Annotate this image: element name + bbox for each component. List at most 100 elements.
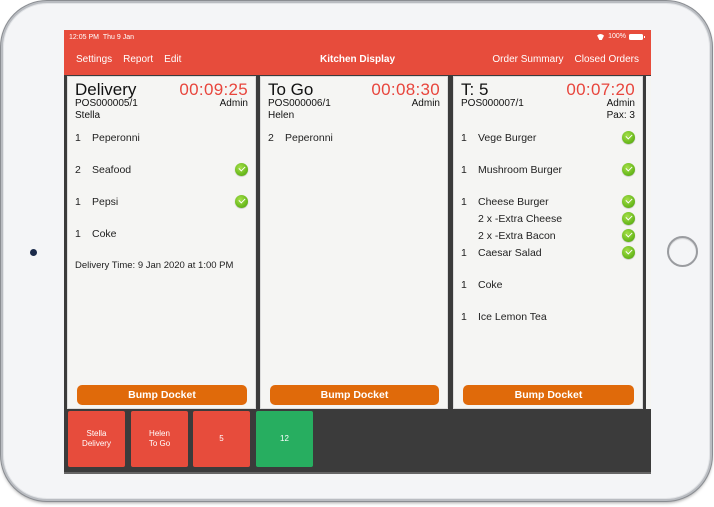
bump-docket-button[interactable]: Bump Docket: [463, 385, 634, 405]
nav-left: Settings Report Edit: [76, 54, 181, 65]
order-item[interactable]: 1 Ice Lemon Tea: [461, 311, 636, 325]
order-item[interactable]: 1 Peperonni: [75, 132, 249, 146]
item-name: Mushroom Burger: [478, 164, 563, 176]
order-staff: Admin: [219, 98, 248, 109]
order-timer: 00:08:30: [371, 80, 440, 99]
tab-line1: Helen: [149, 429, 170, 438]
bump-docket-button[interactable]: Bump Docket: [77, 385, 247, 405]
order-type: T: 5: [461, 80, 489, 99]
order-customer: Stella: [75, 110, 101, 121]
order-item[interactable]: 1 Coke: [461, 279, 636, 293]
tab-line2: To Go: [148, 439, 171, 448]
item-qty: 1: [461, 311, 467, 323]
item-name: Peperonni: [92, 132, 140, 144]
tab-line1: Stella: [86, 429, 107, 438]
order-item-modifier[interactable]: 2 x -Extra Bacon: [461, 229, 636, 244]
item-qty: 1: [75, 132, 81, 144]
battery-icon: [629, 33, 645, 40]
nav-bar: Settings Report Edit Kitchen Display Ord…: [64, 44, 651, 75]
order-tab-stella-delivery[interactable]: Stella Delivery: [68, 411, 125, 467]
item-name: Coke: [92, 228, 117, 240]
status-time-text: 12:05 PM: [69, 34, 99, 41]
order-card-table-5[interactable]: T: 5 00:07:20 POS000007/1 Admin Pax: 3 1…: [453, 76, 643, 409]
item-qty: 1: [461, 132, 467, 144]
order-timer: 00:07:20: [566, 80, 635, 99]
item-name: Caesar Salad: [478, 247, 542, 259]
order-card-header: T: 5 00:07:20 POS000007/1 Admin Pax: 3: [454, 77, 642, 125]
check-icon: [622, 163, 635, 176]
order-item[interactable]: 2 Peperonni: [268, 132, 441, 146]
order-number: POS000005/1: [75, 98, 138, 109]
item-name: 2 x -Extra Bacon: [478, 230, 556, 242]
order-type: Delivery: [75, 80, 137, 99]
order-card-to-go[interactable]: To Go 00:08:30 POS000006/1 Admin Helen 2…: [260, 76, 448, 409]
check-icon: [622, 195, 635, 208]
order-type: To Go: [268, 80, 314, 99]
item-name: Ice Lemon Tea: [478, 311, 547, 323]
bump-docket-button[interactable]: Bump Docket: [270, 385, 439, 405]
tab-line2: Delivery: [82, 439, 111, 448]
order-item[interactable]: 1 Vege Burger: [461, 131, 636, 146]
app-header: 12:05 PM Thu 9 Jan 100% Settings Report …: [64, 30, 651, 75]
item-name: Vege Burger: [478, 132, 537, 144]
status-date-text: Thu 9 Jan: [102, 34, 134, 41]
settings-link[interactable]: Settings: [76, 54, 113, 65]
order-item[interactable]: 1 Caesar Salad: [461, 246, 636, 261]
check-icon: [622, 212, 635, 225]
order-tabs: Stella Delivery Helen To Go 5 12: [64, 411, 651, 469]
item-qty: 1: [75, 228, 81, 240]
delivery-time-note: Delivery Time: 9 Jan 2020 at 1:00 PM: [75, 260, 234, 271]
camera-dot: [30, 249, 37, 256]
order-item[interactable]: 1 Cheese Burger: [461, 195, 636, 210]
order-staff: Admin: [606, 98, 635, 109]
item-name: 2 x -Extra Cheese: [478, 213, 563, 225]
battery-percent: 100%: [608, 33, 626, 40]
item-name: Peperonni: [285, 132, 333, 144]
order-tab-table-5[interactable]: 5: [193, 411, 250, 467]
home-button[interactable]: [667, 236, 698, 267]
next-order-card-edge[interactable]: [646, 76, 651, 409]
status-indicators: 100%: [596, 33, 645, 40]
report-link[interactable]: Report: [123, 54, 154, 65]
nav-right: Order Summary Closed Orders: [492, 54, 639, 65]
closed-orders-link[interactable]: Closed Orders: [574, 54, 639, 65]
order-tab-table-12[interactable]: 12: [256, 411, 313, 467]
item-qty: 1: [461, 164, 467, 176]
item-qty: 1: [461, 196, 467, 208]
order-tab-helen-to-go[interactable]: Helen To Go: [131, 411, 188, 467]
order-number: POS000006/1: [268, 98, 331, 109]
app-screen: 12:05 PM Thu 9 Jan 100% Settings Report …: [64, 30, 651, 474]
item-name: Pepsi: [92, 196, 119, 208]
check-icon: [622, 246, 635, 259]
tab-line1: 5: [219, 434, 224, 443]
order-item[interactable]: 1 Coke: [75, 228, 249, 242]
order-summary-link[interactable]: Order Summary: [492, 54, 564, 65]
item-qty: 1: [75, 196, 81, 208]
order-pax: Pax: 3: [606, 110, 635, 121]
order-item[interactable]: 1 Mushroom Burger: [461, 163, 636, 178]
check-icon: [622, 131, 635, 144]
order-item[interactable]: 2 Seafood: [75, 163, 249, 178]
order-item-modifier[interactable]: 2 x -Extra Cheese: [461, 212, 636, 227]
order-customer: Helen: [268, 110, 295, 121]
order-number: POS000007/1: [461, 98, 524, 109]
edit-link[interactable]: Edit: [164, 54, 182, 65]
tab-line1: 12: [280, 434, 289, 443]
order-card-delivery[interactable]: Delivery 00:09:25 POS000005/1 Admin Stel…: [67, 76, 256, 409]
status-time: 12:05 PM Thu 9 Jan: [69, 34, 134, 41]
status-bar: 12:05 PM Thu 9 Jan 100%: [64, 30, 651, 44]
tab-label: Helen To Go: [149, 429, 170, 449]
item-name: Cheese Burger: [478, 196, 549, 208]
order-item[interactable]: 1 Pepsi: [75, 195, 249, 210]
order-staff: Admin: [411, 98, 440, 109]
order-timer: 00:09:25: [179, 80, 248, 99]
item-qty: 1: [461, 279, 467, 291]
item-qty: 2: [75, 164, 81, 176]
tab-label: Stella Delivery: [82, 429, 111, 449]
item-qty: 1: [461, 247, 467, 259]
item-name: Coke: [478, 279, 503, 291]
order-card-header: To Go 00:08:30 POS000006/1 Admin Helen: [261, 77, 447, 125]
item-qty: 2: [268, 132, 274, 144]
check-icon: [622, 229, 635, 242]
order-card-header: Delivery 00:09:25 POS000005/1 Admin Stel…: [68, 77, 255, 125]
